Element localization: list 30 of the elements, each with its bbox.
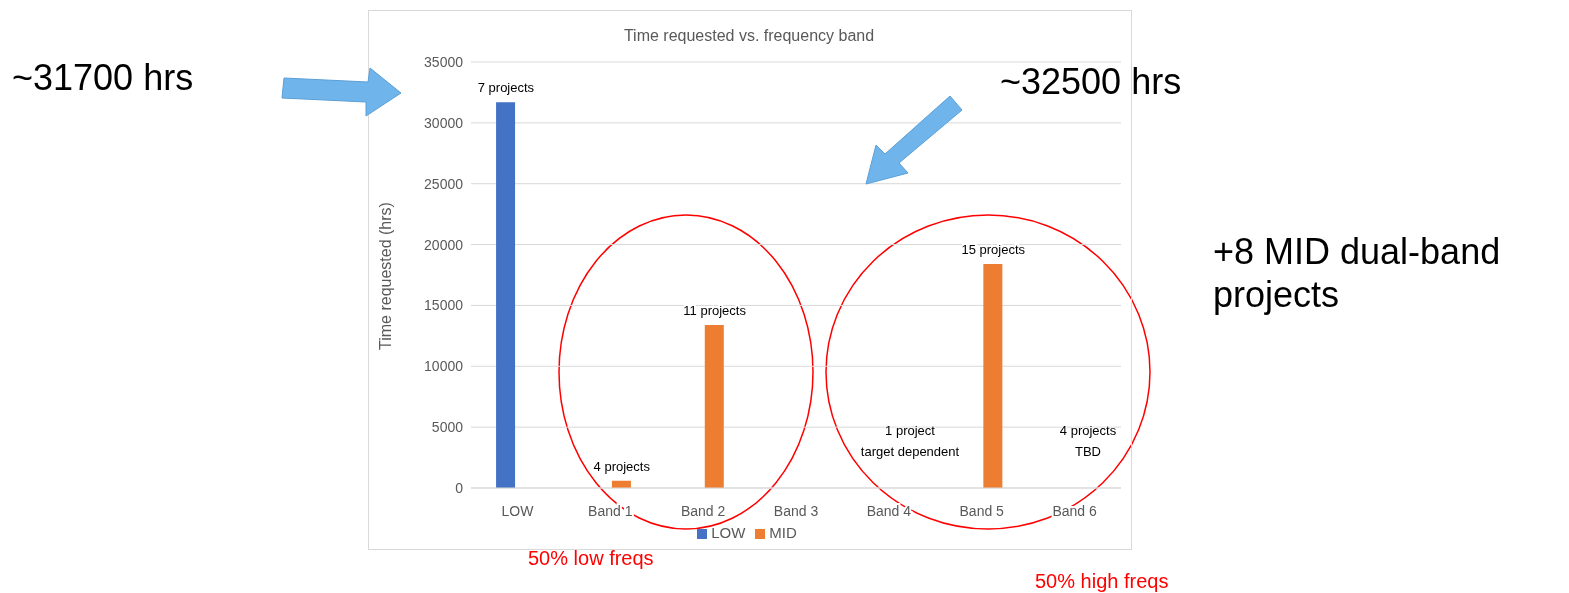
legend-label: LOW [711, 524, 746, 541]
y-tick-label: 10000 [424, 358, 464, 375]
annotation: 15 projects [961, 242, 1026, 258]
x-tick-label: Band 5 [959, 502, 1005, 519]
text: +8 MID dual-band projects [1213, 230, 1502, 317]
chart-title: Time requested vs. frequency band [623, 27, 875, 44]
legend-label: MID [769, 524, 797, 541]
y-tick-label: 30000 [424, 114, 464, 131]
annotation: 1 project target dependent [859, 422, 961, 461]
text: ~31700 hrs [12, 56, 195, 100]
bar [496, 102, 516, 488]
text: 50% high freqs [1035, 569, 1170, 593]
bar [983, 264, 1003, 488]
y-tick-label: 25000 [424, 175, 464, 192]
bar [704, 324, 724, 488]
annotation: 7 projects [477, 80, 535, 96]
y-tick-label: 20000 [424, 236, 464, 253]
y-axis-title: Time requested (hrs) [376, 202, 394, 350]
y-tick-label: 15000 [424, 297, 464, 314]
annotation: ~32500 hrs [1000, 60, 1183, 104]
y-tick-label: 35000 [424, 53, 464, 70]
x-tick-label: Band 2 [680, 502, 726, 519]
x-tick-label: LOW [501, 502, 535, 519]
y-tick-label: 0 [455, 479, 464, 496]
annotation: 11 projects [683, 302, 747, 318]
y-tick-label: 5000 [431, 419, 464, 436]
annotation: 4 projects [593, 458, 651, 474]
text: 50% low freqs [528, 546, 655, 570]
x-tick-label: Band 3 [773, 502, 819, 519]
annotation: 4 projects TBD [1058, 422, 1118, 461]
